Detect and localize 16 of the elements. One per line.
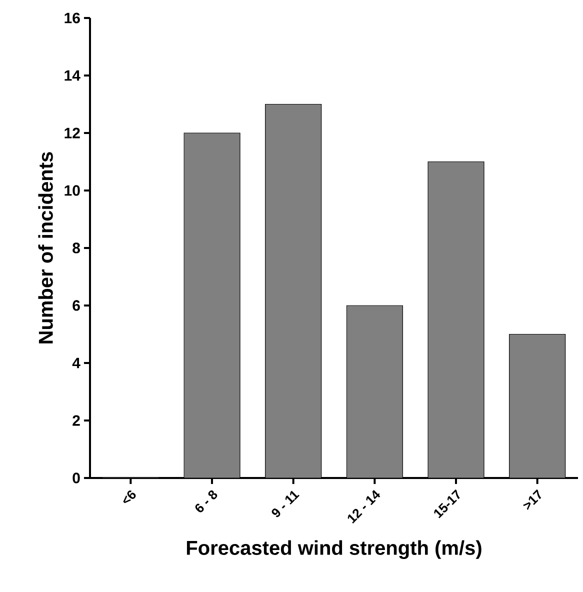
x-tick-label: <6 bbox=[123, 490, 136, 504]
y-tick-label: 12 bbox=[64, 128, 80, 138]
y-tick-label: 6 bbox=[72, 300, 80, 311]
y-tick-label: 10 bbox=[64, 185, 80, 196]
y-tick-label: 14 bbox=[64, 70, 80, 81]
x-tick-label: >17 bbox=[522, 489, 542, 510]
y-tick-label: 4 bbox=[72, 358, 80, 368]
y-tick-label: 0 bbox=[72, 472, 80, 484]
x-axis-title: Forecasted wind strength (m/s) bbox=[186, 540, 482, 559]
x-tick-label: 6 - 8 bbox=[195, 490, 218, 512]
x-tick-label: 12 - 14 bbox=[348, 490, 380, 524]
y-axis-title: Number of incidents bbox=[38, 152, 53, 344]
y-tick-label: 8 bbox=[72, 242, 80, 254]
x-tick-label: 9 - 11 bbox=[272, 490, 300, 518]
y-tick-label: 2 bbox=[72, 415, 80, 426]
y-tick-label: 16 bbox=[64, 12, 80, 24]
